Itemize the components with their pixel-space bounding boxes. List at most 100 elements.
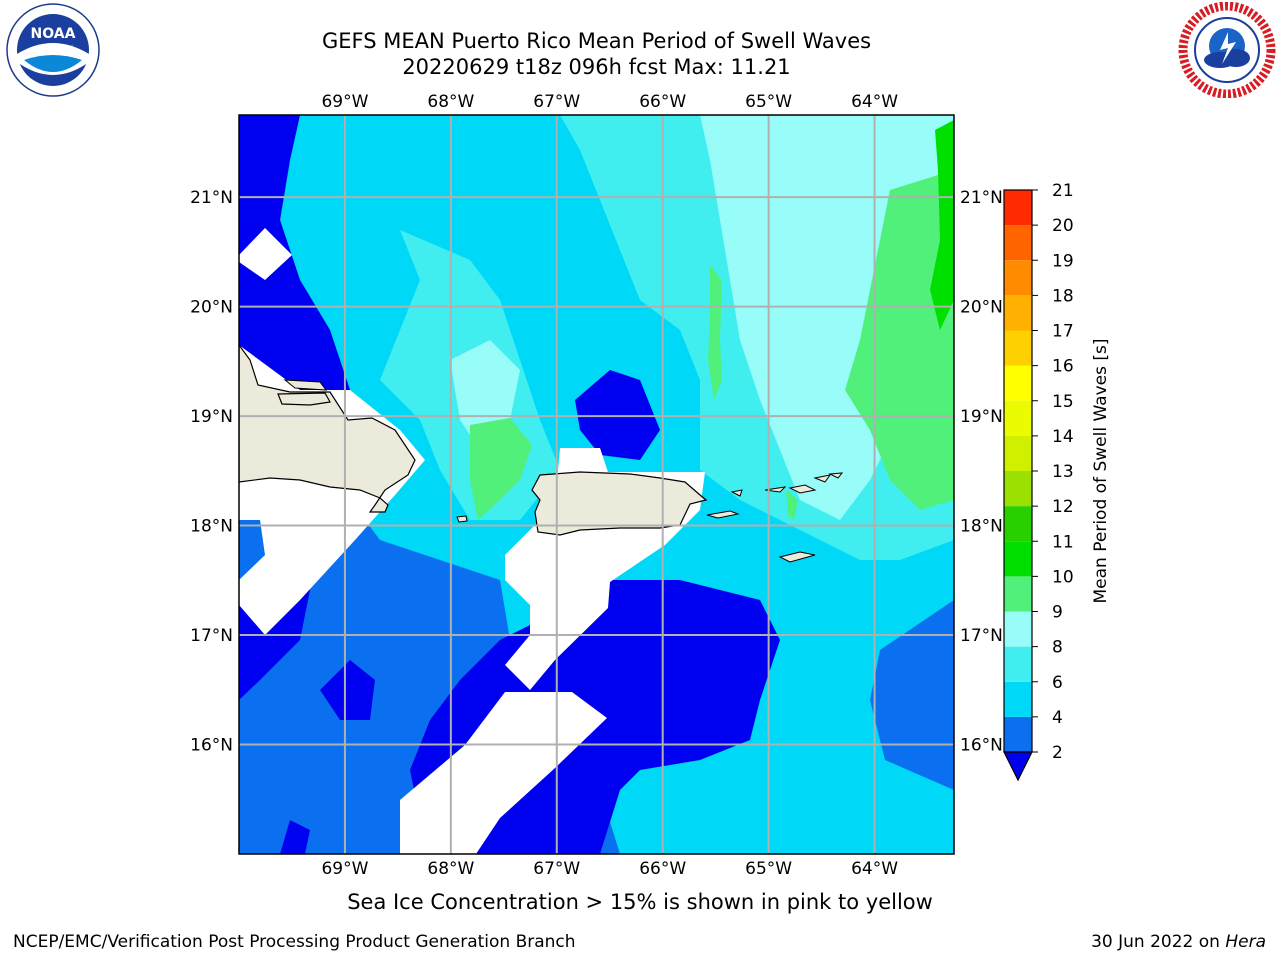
colorbar-bin-14 bbox=[1004, 225, 1032, 261]
footer-machine: Hera bbox=[1225, 932, 1266, 952]
lat-label-left-5: 16°N bbox=[190, 736, 233, 756]
colorbar-tick-label-13: 18 bbox=[1052, 286, 1074, 306]
colorbar-bin-5 bbox=[1004, 541, 1032, 577]
colorbar-tick-label-11: 16 bbox=[1052, 357, 1074, 377]
contour-9-10-west bbox=[470, 418, 532, 520]
chart-title: GEFS MEAN Puerto Rico Mean Period of Swe… bbox=[321, 29, 872, 53]
colorbar-bin-0 bbox=[1004, 716, 1032, 752]
colorbar-tick-label-3: 8 bbox=[1052, 638, 1063, 658]
virgin-gorda-island bbox=[828, 472, 844, 479]
colorbar-tick-label-8: 13 bbox=[1052, 462, 1074, 482]
colorbar-bin-10 bbox=[1004, 365, 1032, 401]
colorbar-bin-11 bbox=[1004, 330, 1032, 366]
colorbar-bin-7 bbox=[1004, 471, 1032, 507]
contour-9-10-spot bbox=[786, 490, 798, 520]
footer-date: 30 Jun 2022 on Hera bbox=[1091, 932, 1266, 952]
lon-label-top-0: 69°W bbox=[321, 92, 368, 112]
colorbar-tick-label-6: 11 bbox=[1052, 532, 1074, 552]
lon-label-bottom-5: 64°W bbox=[851, 859, 898, 879]
lat-label-left-3: 18°N bbox=[190, 517, 233, 537]
lat-label-right-0: 21°N bbox=[960, 188, 1003, 208]
masked-area-nw bbox=[239, 228, 292, 280]
lat-label-right-4: 17°N bbox=[960, 626, 1003, 646]
lon-labels-top: 69°W 68°W 67°W 66°W 65°W 64°W bbox=[321, 92, 898, 112]
colorbar-bin-1 bbox=[1004, 681, 1032, 717]
footer-branch: NCEP/EMC/Verification Post Processing Pr… bbox=[13, 932, 576, 952]
colorbar-bin-9 bbox=[1004, 400, 1032, 436]
colorbar-bin-15 bbox=[1004, 190, 1032, 226]
colorbar-tick-label-4: 9 bbox=[1052, 603, 1063, 623]
colorbar-bin-3 bbox=[1004, 611, 1032, 647]
colorbar-bin-12 bbox=[1004, 295, 1032, 331]
colorbar-tick-label-7: 12 bbox=[1052, 497, 1074, 517]
contour-4-6-southeast bbox=[750, 680, 880, 770]
colorbar-tick-label-14: 19 bbox=[1052, 251, 1074, 271]
colorbar-tick-label-2: 6 bbox=[1052, 673, 1063, 693]
lat-labels-right: 21°N 20°N 19°N 18°N 17°N 16°N bbox=[960, 188, 1003, 755]
lat-label-right-5: 16°N bbox=[960, 736, 1003, 756]
lat-label-right-2: 19°N bbox=[960, 407, 1003, 427]
lon-label-bottom-4: 65°W bbox=[745, 859, 792, 879]
lon-label-top-1: 68°W bbox=[427, 92, 474, 112]
lat-label-left-2: 19°N bbox=[190, 407, 233, 427]
contour-under-2-spot bbox=[320, 660, 375, 720]
lon-label-top-2: 67°W bbox=[533, 92, 580, 112]
map-frame bbox=[238, 114, 955, 855]
st-thomas-island bbox=[764, 486, 787, 493]
lon-labels-bottom: 69°W 68°W 67°W 66°W 65°W 64°W bbox=[321, 859, 898, 879]
colorbar: 2 4 6 8 9 10 11 12 13 14 15 16 17 18 19 20 21 bbox=[1003, 181, 1074, 782]
noaa-logo: NOAA bbox=[6, 3, 100, 97]
lat-label-left-0: 21°N bbox=[190, 188, 233, 208]
lon-label-bottom-1: 68°W bbox=[427, 859, 474, 879]
hispaniola-land bbox=[239, 343, 416, 513]
vieques-island bbox=[706, 510, 740, 519]
colorbar-bin-8 bbox=[1004, 435, 1032, 471]
lat-label-right-1: 20°N bbox=[960, 298, 1003, 318]
nws-logo bbox=[1178, 2, 1276, 98]
colorbar-bin-2 bbox=[1004, 646, 1032, 682]
contour-10-11 bbox=[930, 120, 954, 330]
colorbar-tick-label-1: 4 bbox=[1052, 708, 1063, 728]
colorbar-label: Mean Period of Swell Waves [s] bbox=[1091, 339, 1111, 604]
colorbar-tick-label-0: 2 bbox=[1052, 743, 1063, 763]
contour-9-10 bbox=[845, 170, 954, 510]
tortola-island bbox=[813, 474, 832, 483]
colorbar-bin-4 bbox=[1004, 576, 1032, 612]
lon-label-top-4: 65°W bbox=[745, 92, 792, 112]
colorbar-tick-label-15: 20 bbox=[1052, 216, 1074, 236]
colorbar-tick-label-9: 14 bbox=[1052, 427, 1074, 447]
lon-label-bottom-0: 69°W bbox=[321, 859, 368, 879]
lat-labels-left: 21°N 20°N 19°N 18°N 17°N 16°N bbox=[190, 188, 233, 755]
contour-9-10-center bbox=[708, 265, 722, 400]
st-john-island bbox=[788, 484, 817, 494]
lat-label-right-3: 18°N bbox=[960, 517, 1003, 537]
chart-subtitle: 20220629 t18z 096h fcst Max: 11.21 bbox=[402, 55, 791, 79]
lon-label-top-3: 66°W bbox=[639, 92, 686, 112]
contour-under-2-center bbox=[575, 370, 660, 460]
noaa-logo-text: NOAA bbox=[31, 26, 76, 42]
colorbar-bin-6 bbox=[1004, 506, 1032, 542]
footer-date-text: 30 Jun 2022 on bbox=[1091, 932, 1226, 952]
colorbar-under-triangle bbox=[1003, 751, 1033, 782]
colorbar-tick-label-16: 21 bbox=[1052, 181, 1074, 201]
lon-label-bottom-3: 66°W bbox=[639, 859, 686, 879]
sea-ice-note: Sea Ice Concentration > 15% is shown in … bbox=[347, 890, 933, 914]
lat-label-left-1: 20°N bbox=[190, 298, 233, 318]
lat-label-left-4: 17°N bbox=[190, 626, 233, 646]
contour-4-6-south bbox=[640, 760, 900, 854]
colorbar-tick-label-5: 10 bbox=[1052, 567, 1074, 587]
culebra-island bbox=[730, 489, 743, 497]
lon-label-top-5: 64°W bbox=[851, 92, 898, 112]
north-islet bbox=[283, 379, 328, 391]
lon-label-bottom-2: 67°W bbox=[533, 859, 580, 879]
tortuga-island bbox=[277, 392, 331, 406]
gridlines bbox=[239, 115, 954, 854]
mona-island bbox=[456, 515, 468, 523]
colorbar-tick-label-12: 17 bbox=[1052, 322, 1074, 342]
contour-under-2-spot2 bbox=[280, 820, 310, 854]
st-croix-island bbox=[778, 551, 816, 563]
colorbar-bin-13 bbox=[1004, 260, 1032, 296]
colorbar-tick-label-10: 15 bbox=[1052, 392, 1074, 412]
contour-under-2-nw bbox=[239, 115, 350, 400]
